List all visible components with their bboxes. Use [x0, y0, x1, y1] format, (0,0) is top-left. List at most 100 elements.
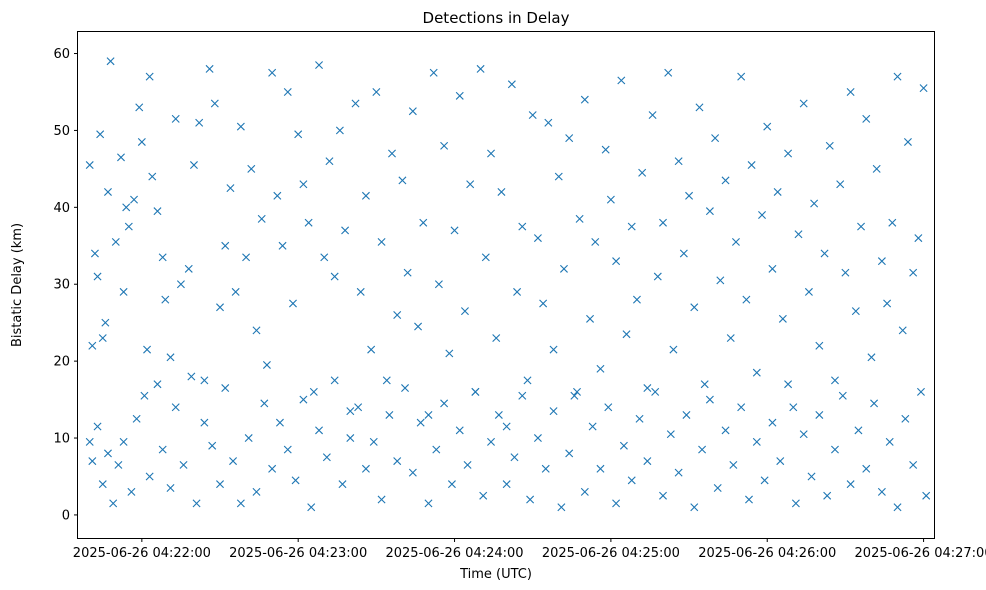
- data-point-152: [841, 268, 850, 277]
- data-point-157: [867, 353, 876, 362]
- data-point-51: [315, 61, 324, 70]
- data-point-37: [242, 253, 251, 262]
- data-point-170: [93, 422, 102, 431]
- data-point-266: [815, 410, 824, 419]
- x-tick-label-3: 2025-06-26 04:25:00: [542, 546, 680, 561]
- data-point-48: [299, 180, 308, 189]
- data-point-220: [455, 426, 464, 435]
- data-point-166: [914, 234, 923, 243]
- data-point-103: [586, 314, 595, 323]
- data-point-117: [659, 218, 667, 227]
- data-point-183: [171, 403, 180, 412]
- data-point-17: [143, 345, 152, 354]
- data-points: [85, 57, 931, 512]
- data-point-10: [117, 153, 125, 162]
- data-point-226: [502, 480, 511, 489]
- data-point-147: [815, 341, 824, 350]
- data-point-96: [549, 345, 558, 354]
- data-point-145: [804, 287, 813, 296]
- data-point-58: [351, 99, 360, 108]
- data-point-165: [909, 268, 918, 277]
- data-point-118: [664, 68, 673, 77]
- data-point-101: [575, 214, 584, 223]
- data-point-112: [632, 295, 641, 304]
- data-point-154: [851, 307, 860, 316]
- data-point-90: [518, 222, 527, 231]
- data-point-33: [221, 241, 230, 250]
- data-point-251: [698, 445, 707, 454]
- data-point-72: [424, 410, 433, 419]
- data-point-279: [916, 387, 925, 396]
- data-point-173: [109, 499, 118, 508]
- data-point-174: [114, 460, 123, 469]
- data-point-193: [244, 434, 253, 443]
- data-point-204: [330, 376, 339, 385]
- data-point-111: [627, 222, 636, 231]
- data-point-128: [716, 276, 725, 285]
- data-point-201: [307, 503, 316, 512]
- data-point-239: [604, 403, 613, 412]
- data-point-74: [434, 280, 443, 289]
- y-tick-label-0: 0: [62, 508, 70, 523]
- data-point-69: [408, 107, 417, 116]
- data-point-160: [883, 299, 892, 308]
- data-point-159: [877, 257, 886, 266]
- data-point-124: [695, 103, 704, 112]
- data-point-262: [784, 380, 793, 389]
- data-point-242: [627, 476, 636, 485]
- data-point-110: [622, 330, 631, 339]
- data-point-6: [101, 318, 110, 327]
- y-tick-label-2: 20: [53, 355, 70, 370]
- data-point-126: [705, 207, 714, 216]
- data-point-259: [760, 476, 769, 485]
- data-point-115: [648, 111, 657, 120]
- data-point-248: [674, 468, 683, 477]
- data-point-57: [346, 407, 355, 416]
- data-point-280: [922, 491, 931, 500]
- data-point-62: [372, 87, 381, 96]
- data-point-249: [682, 410, 691, 419]
- data-point-24: [171, 114, 180, 123]
- chart-title: Detections in Delay: [423, 9, 570, 27]
- data-point-210: [377, 495, 386, 504]
- data-point-246: [659, 491, 667, 500]
- data-point-136: [758, 211, 767, 220]
- data-point-87: [502, 422, 511, 431]
- data-point-240: [612, 499, 621, 508]
- data-point-94: [539, 299, 548, 308]
- data-point-181: [158, 445, 167, 454]
- data-point-22: [161, 295, 170, 304]
- data-point-122: [685, 191, 694, 200]
- x-axis: 2025-06-26 04:22:00 2025-06-26 04:23:00 20…: [73, 538, 986, 561]
- data-point-155: [857, 222, 866, 231]
- data-point-131: [731, 237, 740, 246]
- data-point-31: [210, 99, 219, 108]
- data-point-205: [338, 480, 347, 489]
- data-point-184: [179, 460, 188, 469]
- data-point-4: [96, 130, 105, 139]
- data-point-278: [909, 460, 918, 469]
- data-point-178: [140, 391, 149, 400]
- data-point-167: [919, 84, 928, 93]
- data-point-256: [737, 403, 746, 412]
- data-point-194: [252, 487, 261, 496]
- data-point-241: [619, 441, 628, 450]
- data-point-215: [416, 418, 425, 427]
- data-point-52: [320, 253, 329, 262]
- data-point-229: [526, 495, 535, 504]
- data-point-54: [330, 272, 339, 281]
- data-point-192: [236, 499, 245, 508]
- data-point-163: [898, 326, 907, 335]
- data-point-114: [643, 384, 652, 393]
- x-tick-label-5: 2025-06-26 04:27:00: [855, 546, 986, 561]
- data-point-15: [135, 103, 144, 112]
- data-point-65: [388, 149, 396, 158]
- data-point-46: [288, 299, 297, 308]
- data-point-257: [745, 495, 753, 504]
- data-point-176: [127, 487, 136, 496]
- data-point-83: [481, 253, 490, 262]
- data-point-209: [369, 437, 378, 446]
- data-point-233: [557, 503, 566, 512]
- data-point-207: [354, 403, 363, 412]
